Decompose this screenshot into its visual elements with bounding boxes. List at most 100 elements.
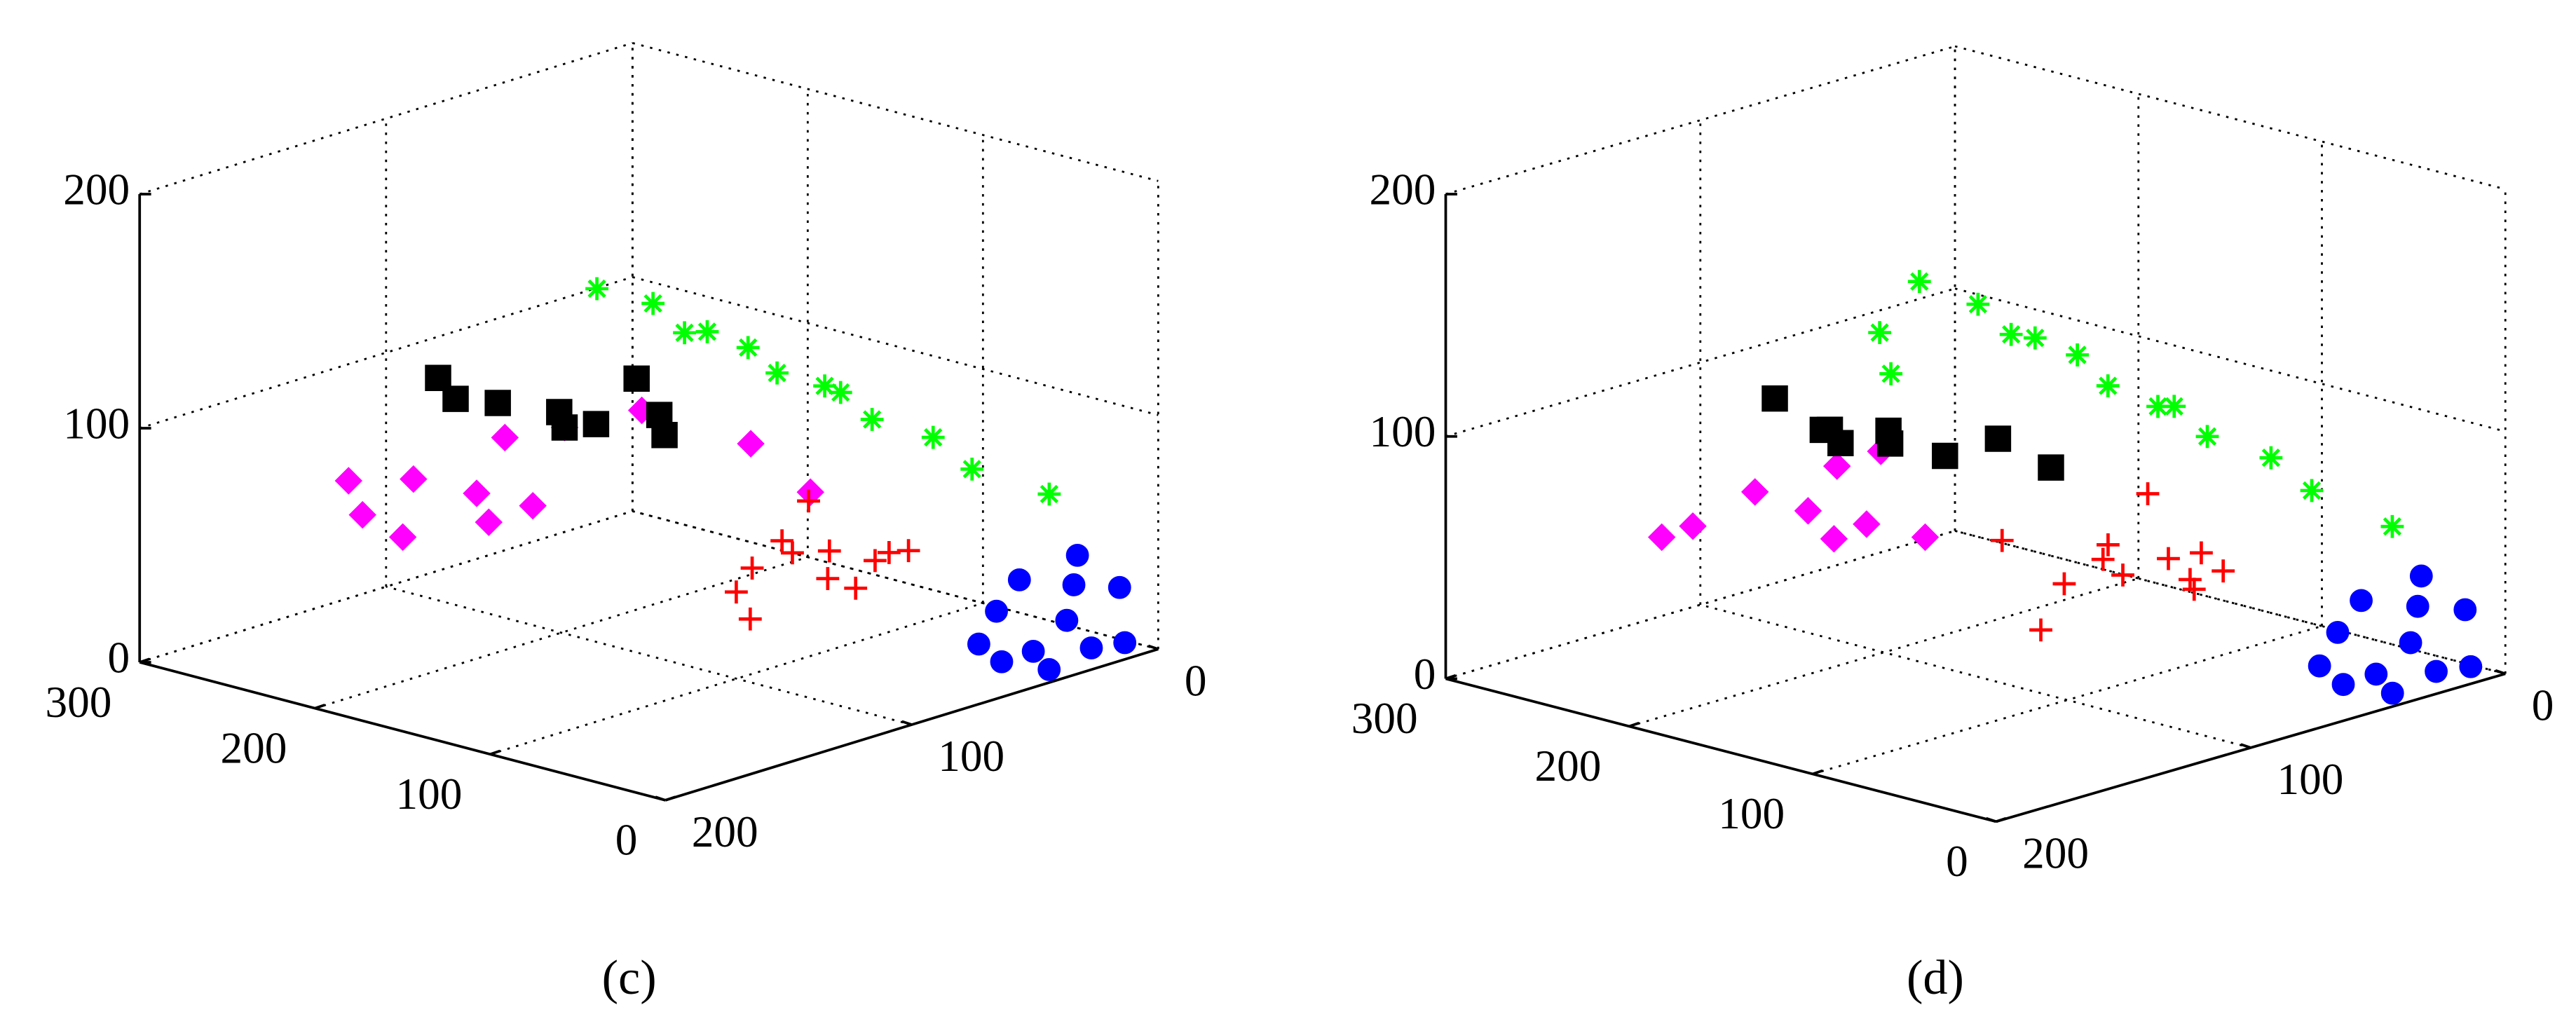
point — [1966, 292, 1990, 316]
point — [2326, 620, 2350, 644]
point — [2157, 547, 2180, 570]
point — [1879, 362, 1903, 385]
x-tick-label: 100 — [1718, 789, 1785, 838]
point — [1021, 639, 1045, 663]
point — [990, 650, 1014, 673]
point — [2111, 563, 2134, 587]
point — [816, 567, 840, 590]
point — [1113, 631, 1137, 655]
y-tick-label: 100 — [938, 732, 1004, 781]
y-tick-label: 0 — [1185, 656, 1207, 705]
panel-label: (c) — [602, 950, 657, 1005]
x-tick-label: 0 — [1946, 837, 1968, 886]
grid-line — [632, 42, 1159, 182]
point — [2409, 564, 2433, 588]
point — [796, 478, 824, 506]
point — [1794, 497, 1822, 525]
y-tick-label: 0 — [2532, 681, 2554, 730]
z-tick-label: 100 — [1370, 407, 1436, 456]
point — [740, 556, 764, 580]
point — [2182, 577, 2206, 601]
point — [1809, 416, 1836, 444]
point — [1037, 482, 1061, 506]
point — [781, 541, 804, 565]
point — [475, 508, 503, 536]
point — [1822, 452, 1851, 480]
point — [1990, 528, 2014, 552]
point — [1820, 525, 1848, 553]
point — [2380, 514, 2404, 538]
point — [1907, 270, 1931, 294]
grid-line — [632, 275, 1159, 416]
point — [2146, 395, 2169, 418]
point — [2190, 541, 2213, 565]
point — [519, 491, 547, 520]
point — [2038, 454, 2064, 481]
point — [2350, 589, 2373, 613]
point — [1740, 478, 1769, 506]
z-tick-label: 200 — [1370, 165, 1436, 214]
point — [2052, 572, 2076, 596]
point — [582, 411, 610, 437]
point — [2212, 559, 2235, 583]
y-tick-label: 100 — [2277, 755, 2343, 804]
point — [844, 576, 868, 600]
point — [641, 292, 665, 315]
point — [1055, 608, 1079, 632]
point — [2259, 446, 2283, 470]
point — [348, 500, 376, 529]
point — [1679, 512, 1707, 540]
x-tick-label: 300 — [45, 678, 111, 727]
point — [491, 423, 519, 452]
point — [2023, 326, 2047, 350]
point — [1079, 636, 1103, 659]
point — [1875, 417, 1902, 444]
point — [829, 381, 852, 404]
point — [1037, 657, 1061, 681]
point — [797, 489, 820, 513]
grid-line — [1954, 45, 2506, 191]
point — [2308, 654, 2331, 678]
point — [2091, 547, 2115, 571]
point — [388, 523, 417, 552]
point — [425, 364, 451, 391]
point — [695, 320, 719, 343]
point — [860, 408, 884, 431]
point — [737, 430, 765, 458]
z-tick-label: 100 — [63, 399, 130, 449]
x-tick-label: 200 — [1534, 741, 1601, 791]
z-tick-label: 0 — [108, 633, 130, 682]
point — [967, 632, 990, 656]
grid-line — [1812, 625, 2322, 775]
point — [651, 422, 678, 449]
point — [1108, 575, 1131, 599]
y-axis — [665, 648, 1159, 802]
point — [1853, 510, 1881, 538]
point — [1647, 523, 1676, 552]
z-tick-label: 0 — [1414, 650, 1436, 699]
point — [2453, 598, 2477, 622]
point — [2364, 662, 2388, 686]
y-tick-label: 200 — [2022, 828, 2089, 877]
point — [2162, 395, 2186, 418]
point — [985, 599, 1008, 623]
grid-line — [386, 585, 913, 726]
point — [400, 465, 428, 493]
x-axis — [139, 661, 666, 802]
x-tick-label: 200 — [220, 723, 287, 772]
point — [551, 414, 578, 441]
x-axis — [1445, 677, 1997, 823]
point — [2097, 533, 2120, 556]
point — [463, 479, 491, 507]
point — [1984, 425, 2012, 452]
point — [334, 467, 362, 495]
point — [770, 529, 794, 553]
point — [2096, 374, 2120, 397]
point — [2136, 482, 2160, 505]
point — [897, 539, 920, 563]
point — [738, 607, 762, 631]
x-tick-label: 0 — [615, 816, 638, 865]
